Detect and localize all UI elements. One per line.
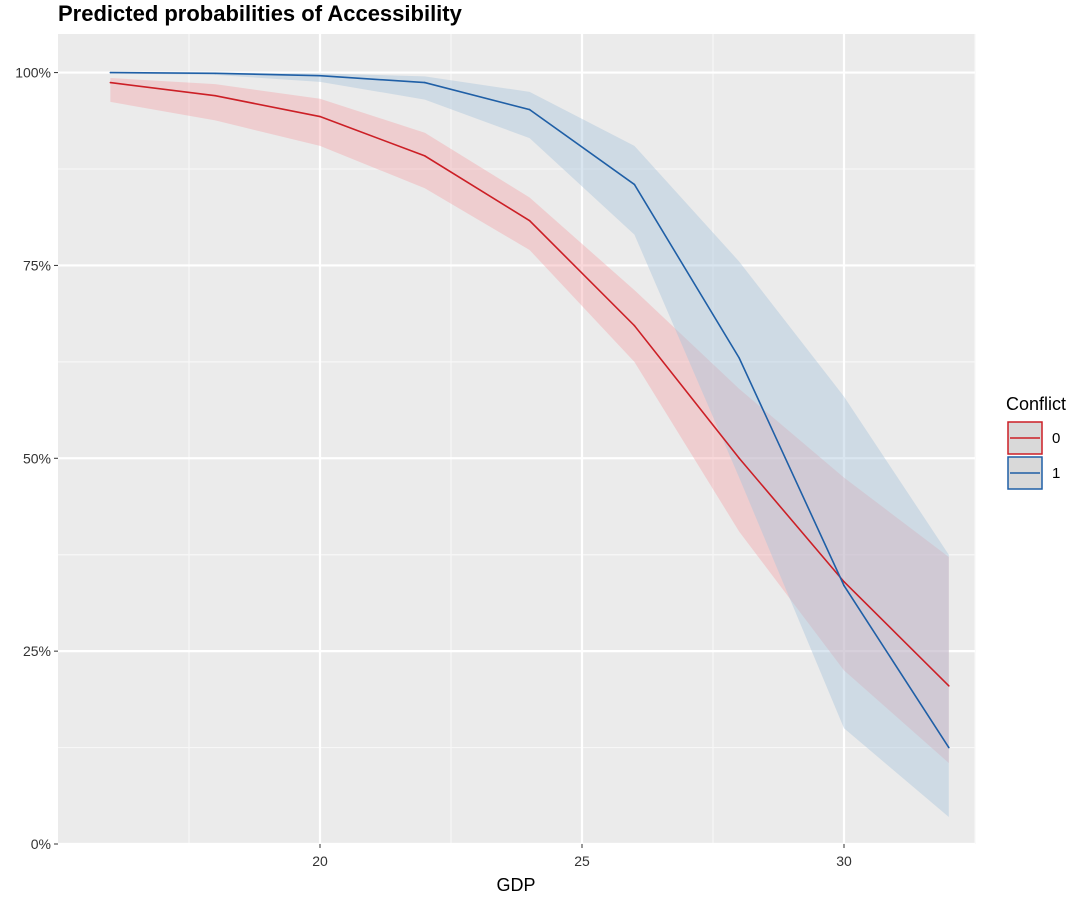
data-point-0 [633, 324, 636, 327]
data-point-1 [633, 183, 636, 186]
confidence-bands [110, 72, 949, 818]
confidence-band-1 [110, 72, 949, 818]
y-axis: 0% 25% 50% 75% 100% [15, 65, 58, 852]
data-point-0 [319, 115, 321, 118]
data-point-1 [109, 71, 112, 74]
y-tick-label: 75% [23, 257, 51, 273]
legend-title: Conflict [1006, 394, 1066, 414]
confidence-band-0 [110, 77, 949, 763]
data-point-0 [948, 685, 950, 687]
y-tick-label: 0% [31, 836, 51, 852]
data-point-1 [424, 81, 426, 84]
series-lines [109, 71, 950, 749]
data-point-0 [843, 580, 845, 583]
chart-title: Predicted probabilities of Accessibility [58, 1, 463, 26]
x-axis: 20 25 30 [312, 844, 852, 869]
x-tick-label: 25 [574, 853, 590, 869]
y-tick-label: 25% [23, 643, 51, 659]
data-point-0 [214, 94, 216, 97]
data-point-0 [424, 155, 426, 157]
legend: Conflict 0 1 [1006, 394, 1066, 490]
x-axis-label: GDP [496, 875, 535, 895]
data-point-1 [738, 357, 740, 359]
data-point-1 [843, 584, 845, 587]
grid-major [58, 34, 975, 846]
data-point-1 [528, 108, 531, 111]
data-point-1 [319, 74, 321, 77]
data-point-0 [738, 457, 740, 460]
legend-label-1: 1 [1052, 465, 1060, 482]
x-tick-label: 30 [836, 853, 852, 869]
legend-label-0: 0 [1052, 430, 1060, 447]
data-point-1 [214, 72, 216, 75]
data-point-0 [109, 81, 112, 84]
y-tick-label: 50% [23, 450, 51, 466]
data-point-0 [528, 219, 531, 222]
x-tick-label: 20 [312, 853, 328, 869]
y-tick-label: 100% [15, 65, 51, 81]
data-point-1 [948, 746, 950, 749]
grid-minor [58, 34, 976, 844]
